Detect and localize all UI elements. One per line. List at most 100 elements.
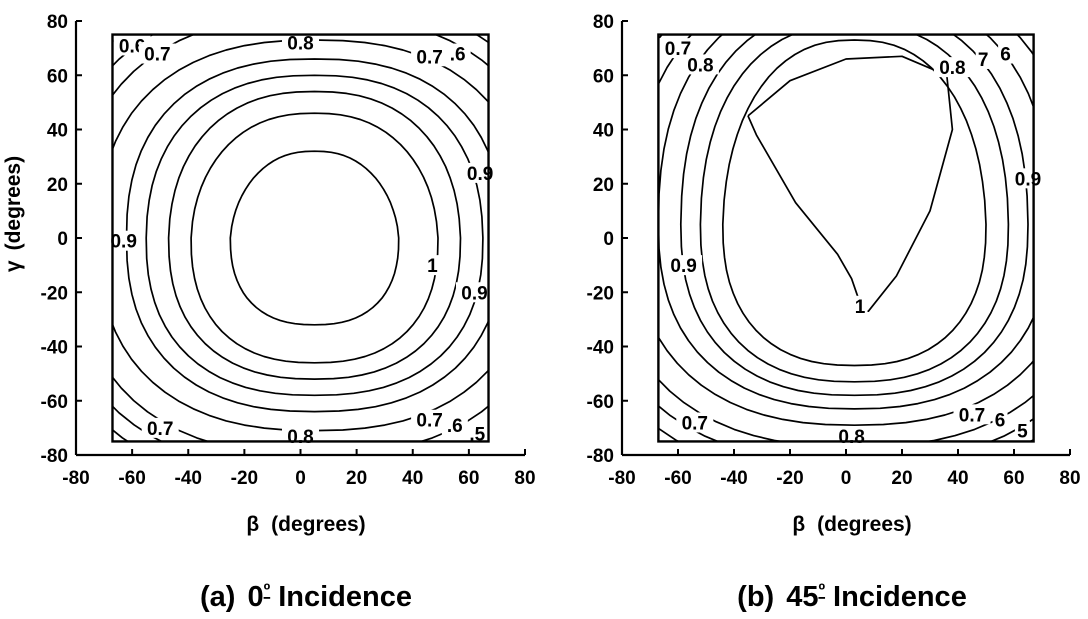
x-tick-label: -40 <box>720 468 747 489</box>
x-tick-label: -20 <box>231 468 258 489</box>
y-tick-label: 40 <box>47 121 68 142</box>
y-tick-label: 0 <box>603 229 614 250</box>
contour-label: 0.9 <box>1009 168 1047 190</box>
data-region-boundary <box>111 33 490 443</box>
contour-label: 0.8 <box>282 426 319 448</box>
contour-label: 1 <box>852 295 868 318</box>
contour-level-1 <box>229 150 400 326</box>
contour-level-0-85 <box>658 34 1034 410</box>
x-tick-label: 40 <box>947 468 968 489</box>
svg-text:6: 6 <box>1000 45 1011 66</box>
svg-text:0.8: 0.8 <box>838 427 864 448</box>
contour-level-0-5 <box>0 0 634 526</box>
svg-text:0.9: 0.9 <box>670 256 696 277</box>
contour-label: 0.8 <box>833 426 871 448</box>
svg-text:0.7: 0.7 <box>416 411 442 432</box>
y-tick-label: 20 <box>593 175 614 196</box>
contour-level-1 <box>747 55 954 313</box>
y-tick-label: 40 <box>593 121 614 142</box>
x-tick-label: -60 <box>664 468 691 489</box>
y-tick-label: 60 <box>593 66 614 87</box>
svg-text:.6: .6 <box>447 416 463 437</box>
y-tick-label: 80 <box>593 12 614 33</box>
panel-a-0-incidence: 0.60.70.80.7.60.90.910.90.7 0.80.7.6.5 -8… <box>0 0 634 613</box>
y-tick-label: -20 <box>41 283 68 304</box>
svg-text:0.9: 0.9 <box>467 164 493 185</box>
svg-text:0.8: 0.8 <box>287 34 313 55</box>
contour-label: .6 <box>441 415 468 437</box>
svg-text:1: 1 <box>855 297 866 318</box>
panel-a-x-tick-labels: -80 -60 -40 -20 0 20 40 60 80 <box>62 468 535 489</box>
contour-label: 0.8 <box>681 54 719 76</box>
panel-a-contours <box>0 0 634 526</box>
contour-label: 0.7 <box>411 409 449 432</box>
y-tick-label: 0 <box>57 229 68 250</box>
contour-label: 0.8 <box>933 57 971 79</box>
y-tick-label: -60 <box>587 392 614 413</box>
contour-level-0-8 <box>112 39 489 432</box>
x-tick-label: 0 <box>295 468 306 489</box>
svg-text:.6: .6 <box>450 45 466 66</box>
x-tick-label: 60 <box>458 468 479 489</box>
contour-label: 0.9 <box>105 230 143 253</box>
contour-label: 7 <box>975 48 991 71</box>
contour-level-0-9 <box>145 74 484 397</box>
contour-level-0-9 <box>679 34 1029 397</box>
y-tick-label: 20 <box>47 175 68 196</box>
panel-b-x-axis-label: β (degrees) <box>792 513 911 536</box>
contour-label: 6 <box>992 409 1008 432</box>
x-tick-label: 80 <box>514 468 535 489</box>
svg-text:0.7: 0.7 <box>147 419 173 440</box>
contour-label: 0.7 <box>953 404 991 426</box>
contour-label: .5 <box>464 423 491 445</box>
y-tick-label: -80 <box>587 446 614 467</box>
contour-level-0-7 <box>658 404 1034 442</box>
contour-level-0-97 <box>190 112 439 364</box>
svg-text:0.9: 0.9 <box>1015 169 1041 190</box>
data-region-boundary <box>657 33 1035 443</box>
svg-text:0.8: 0.8 <box>287 427 313 448</box>
y-tick-label: -60 <box>41 392 68 413</box>
panel-a-y-axis-label: γ(degrees) <box>2 156 25 272</box>
panel-b-caption: (b) 45º Incidence <box>737 580 967 613</box>
svg-text:7: 7 <box>978 50 989 71</box>
x-tick-label: -40 <box>175 468 202 489</box>
contour-label: 0.9 <box>665 255 703 277</box>
y-tick-label: -80 <box>41 446 68 467</box>
svg-text:0.9: 0.9 <box>461 283 487 304</box>
svg-text:0.7: 0.7 <box>959 405 985 426</box>
panel-a-axes-frame <box>74 20 526 457</box>
x-tick-label: -80 <box>62 468 89 489</box>
y-tick-label: -20 <box>587 283 614 304</box>
contour-level-0-95 <box>699 34 1010 383</box>
contour-label: 6 <box>998 43 1014 66</box>
panel-b-45-incidence: 0.70.8 0.8 7 60.90.910.70.80.7 65 -80 -60 -40-… <box>587 12 1081 613</box>
contour-label: 0.7 <box>138 43 176 66</box>
panel-b-y-tick-labels: -80 -60 -40 -20 0 20 40 60 80 <box>587 12 614 467</box>
svg-text:0.9: 0.9 <box>110 232 136 253</box>
x-tick-label: -20 <box>776 468 803 489</box>
y-tick-label: -40 <box>41 338 68 359</box>
svg-text:0.7: 0.7 <box>682 413 708 434</box>
contour-label: 1 <box>424 255 440 277</box>
x-tick-label: -80 <box>608 468 635 489</box>
contour-level-0-97 <box>721 39 987 367</box>
svg-text:0.8: 0.8 <box>939 58 965 79</box>
x-tick-label: -60 <box>118 468 145 489</box>
svg-text:0.7: 0.7 <box>416 47 442 68</box>
svg-text:0.8: 0.8 <box>687 55 713 76</box>
panel-a-x-axis-label: β (degrees) <box>246 513 365 536</box>
contour-label: 0.7 <box>676 412 714 434</box>
svg-text:0.6: 0.6 <box>119 36 145 57</box>
y-tick-label: -40 <box>587 338 614 359</box>
contour-label: 0.8 <box>282 32 319 55</box>
contour-label: 0.9 <box>461 162 499 185</box>
svg-text:6: 6 <box>995 411 1006 432</box>
contour-label: 5 <box>1014 420 1030 443</box>
x-tick-label: 20 <box>346 468 367 489</box>
svg-text:1: 1 <box>427 256 438 277</box>
panel-a-y-tick-labels: -80 -60 -40 -20 0 20 40 60 80 <box>41 12 68 467</box>
contour-level-0-85 <box>125 58 489 413</box>
svg-text:5: 5 <box>1017 422 1028 443</box>
panel-b-x-tick-labels: -80 -60 -40 -20 0 20 40 60 80 <box>608 468 1080 489</box>
